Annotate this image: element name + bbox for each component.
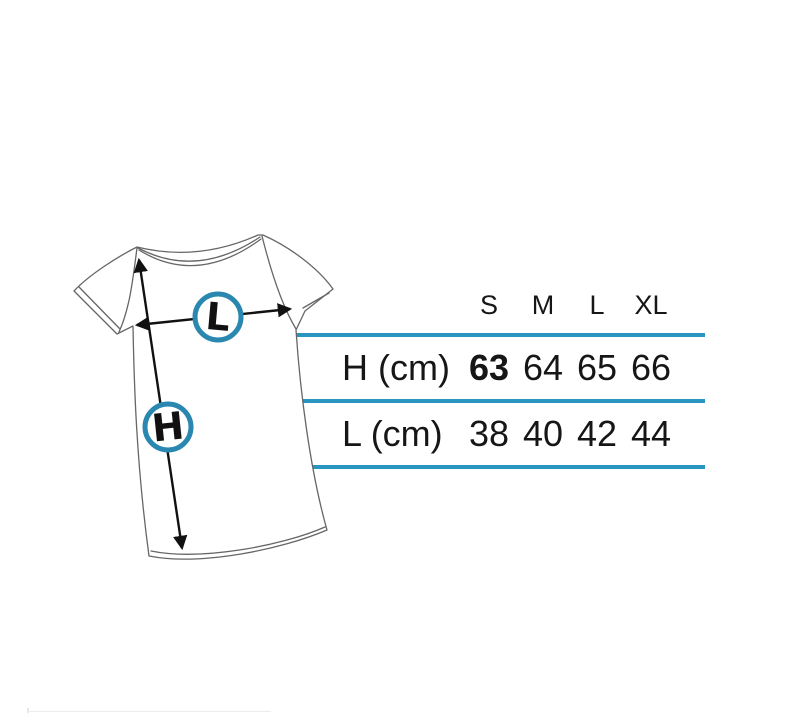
size-table-header-row: S M L XL	[293, 281, 705, 337]
left-cuff-seam	[78, 286, 121, 330]
cell-h-s: 63	[468, 347, 510, 388]
cell-h-l: 65	[576, 347, 618, 388]
height-arrow	[133, 257, 188, 551]
faint-edge-tick	[27, 708, 29, 713]
right-armhole-seam	[261, 235, 297, 330]
cell-l-m: 40	[522, 413, 564, 454]
width-badge-letter: L	[204, 294, 232, 340]
column-header-m: M	[531, 290, 555, 320]
table-row-width: L (cm) 38 40 42 44	[293, 403, 705, 469]
cell-l-xl: 44	[630, 413, 672, 454]
column-header-s: S	[479, 290, 498, 320]
column-header-xl: XL	[634, 290, 668, 320]
width-arrow	[134, 303, 293, 331]
collar-outer-curve	[138, 238, 262, 267]
collar-inner-curve	[137, 236, 261, 262]
header-spacer	[293, 319, 462, 333]
column-header-l: L	[589, 290, 605, 320]
height-badge-letter: H	[150, 403, 186, 450]
width-badge-circle	[192, 291, 244, 343]
faint-bottom-line	[27, 711, 271, 712]
cell-h-xl: 66	[630, 347, 672, 388]
row-label-l: L (cm)	[342, 413, 443, 454]
header-filler	[678, 319, 705, 333]
height-badge-circle	[142, 401, 194, 453]
size-table: S M L XL H (cm) 63 64 65 66 L (cm) 38 40…	[293, 281, 705, 469]
cell-l-s: 38	[468, 413, 510, 454]
cell-l-l: 42	[576, 413, 618, 454]
cell-h-m: 64	[522, 347, 564, 388]
row-label-h: H (cm)	[342, 347, 450, 388]
left-armhole-seam	[118, 247, 138, 333]
table-row-height: H (cm) 63 64 65 66	[293, 337, 705, 403]
hem-seam	[150, 526, 326, 555]
